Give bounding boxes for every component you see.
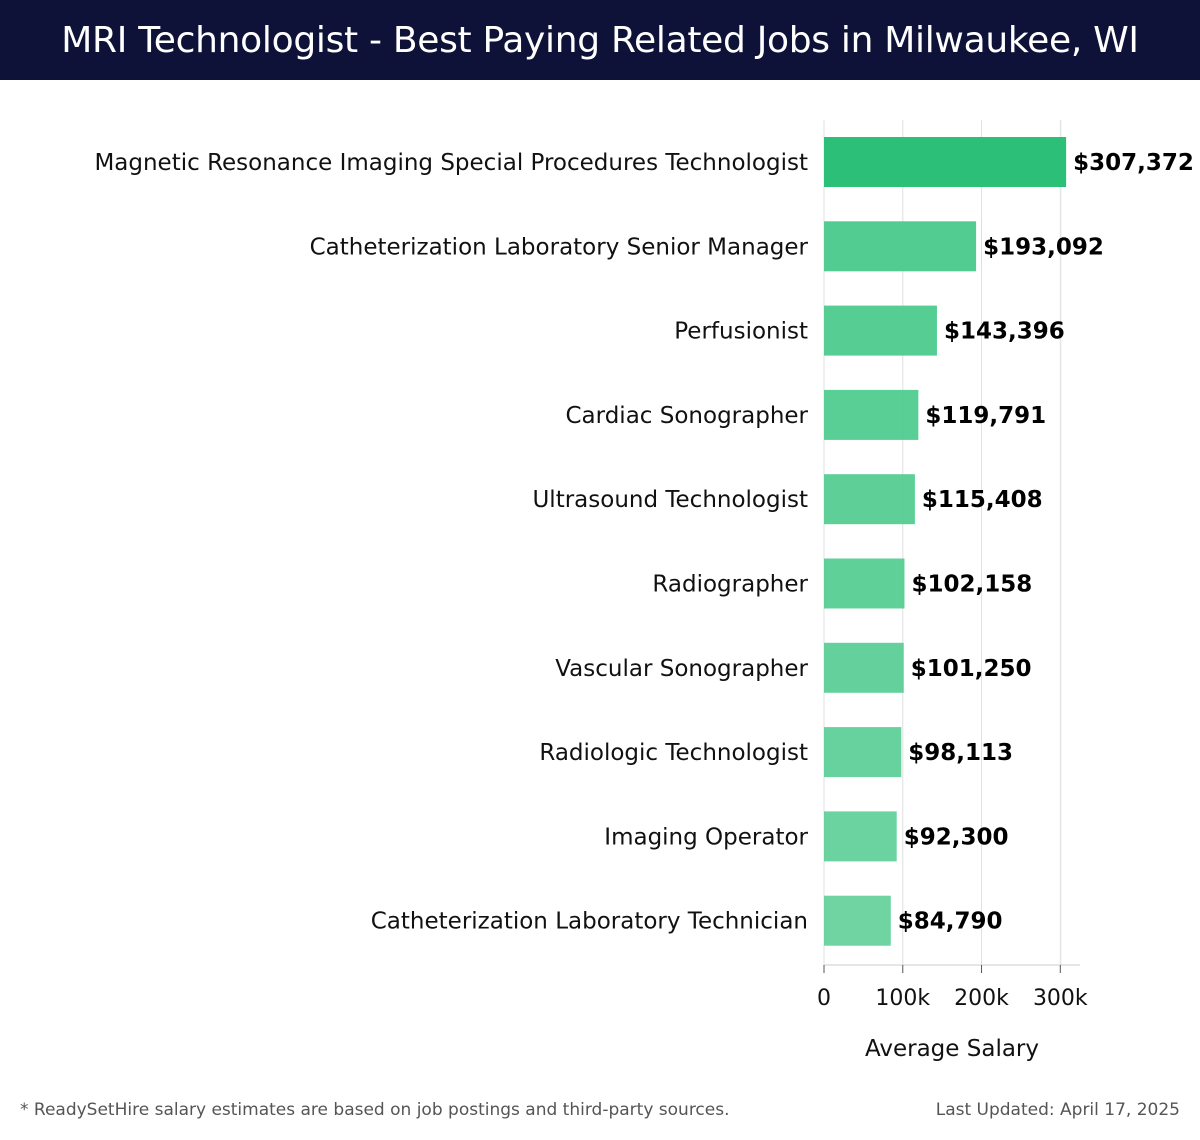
value-label: $98,113: [908, 740, 1013, 766]
bar: [824, 389, 919, 440]
value-label: $119,791: [925, 403, 1046, 429]
category-label: Catheterization Laboratory Senior Manage…: [310, 234, 809, 260]
category-label: Catheterization Laboratory Technician: [371, 909, 808, 935]
bar: [824, 727, 902, 778]
footer-note: * ReadySetHire salary estimates are base…: [20, 1100, 730, 1120]
category-label: Cardiac Sonographer: [566, 403, 809, 429]
header-bar: MRI Technologist - Best Paying Related J…: [0, 0, 1200, 80]
value-label: $84,790: [898, 909, 1003, 935]
salary-bar-chart: Magnetic Resonance Imaging Special Proce…: [94, 120, 1194, 1062]
category-label: Magnetic Resonance Imaging Special Proce…: [94, 150, 808, 176]
category-label: Imaging Operator: [604, 824, 808, 850]
category-label: Vascular Sonographer: [555, 656, 808, 682]
value-label: $193,092: [983, 234, 1104, 260]
x-tick-label: 100k: [875, 986, 930, 1011]
bar: [824, 895, 891, 946]
x-axis: 0 100k 200k 300k Average Salary: [817, 964, 1088, 1062]
bar: [824, 558, 905, 609]
bar: [824, 811, 897, 862]
value-label: $143,396: [944, 319, 1065, 345]
value-label: $92,300: [904, 824, 1009, 850]
value-label: $102,158: [911, 572, 1032, 598]
bar: [824, 221, 977, 272]
bar: [824, 137, 1067, 187]
page-title: MRI Technologist - Best Paying Related J…: [61, 19, 1139, 61]
value-label: $307,372: [1073, 150, 1194, 176]
x-axis-title: Average Salary: [865, 1036, 1039, 1062]
value-labels: $307,372 $193,092 $143,396 $119,791 $115,408…: [898, 150, 1194, 935]
x-tick-label: 300k: [1033, 986, 1088, 1011]
last-updated: Last Updated: April 17, 2025: [935, 1100, 1180, 1120]
x-tick-label: 0: [817, 986, 831, 1011]
category-label: Radiographer: [652, 572, 808, 598]
value-label: $115,408: [922, 487, 1043, 513]
category-label: Radiologic Technologist: [539, 740, 808, 766]
bar: [824, 305, 937, 356]
x-tick-label: 200k: [954, 986, 1009, 1011]
category-labels: Magnetic Resonance Imaging Special Proce…: [94, 150, 808, 935]
bar: [824, 474, 915, 525]
value-label: $101,250: [911, 656, 1032, 682]
bars: [824, 137, 1067, 946]
category-label: Ultrasound Technologist: [532, 487, 808, 513]
bar: [824, 642, 904, 693]
category-label: Perfusionist: [674, 319, 808, 345]
